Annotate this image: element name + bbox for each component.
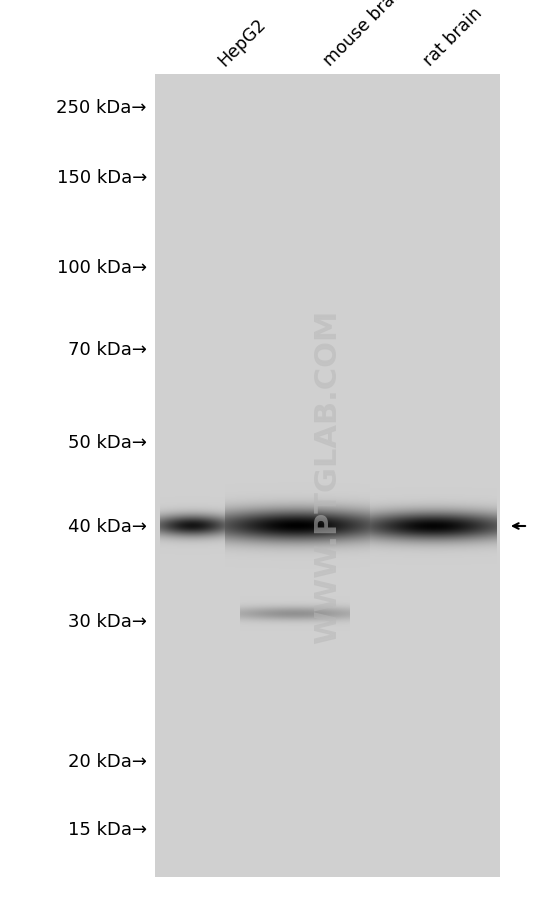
Text: HepG2: HepG2 — [215, 15, 270, 70]
Text: 30 kDa→: 30 kDa→ — [68, 612, 147, 630]
Text: 100 kDa→: 100 kDa→ — [57, 259, 147, 277]
Text: rat brain: rat brain — [420, 5, 486, 70]
Text: 20 kDa→: 20 kDa→ — [68, 752, 147, 770]
Text: 250 kDa→: 250 kDa→ — [57, 99, 147, 117]
Text: 150 kDa→: 150 kDa→ — [57, 169, 147, 187]
Text: 15 kDa→: 15 kDa→ — [68, 820, 147, 838]
Text: 50 kDa→: 50 kDa→ — [68, 434, 147, 452]
Text: mouse brain: mouse brain — [320, 0, 410, 70]
Bar — [155, 75, 500, 877]
Text: 70 kDa→: 70 kDa→ — [68, 341, 147, 359]
Text: 40 kDa→: 40 kDa→ — [68, 518, 147, 536]
Text: WWW.PTGLAB.COM: WWW.PTGLAB.COM — [313, 309, 342, 643]
